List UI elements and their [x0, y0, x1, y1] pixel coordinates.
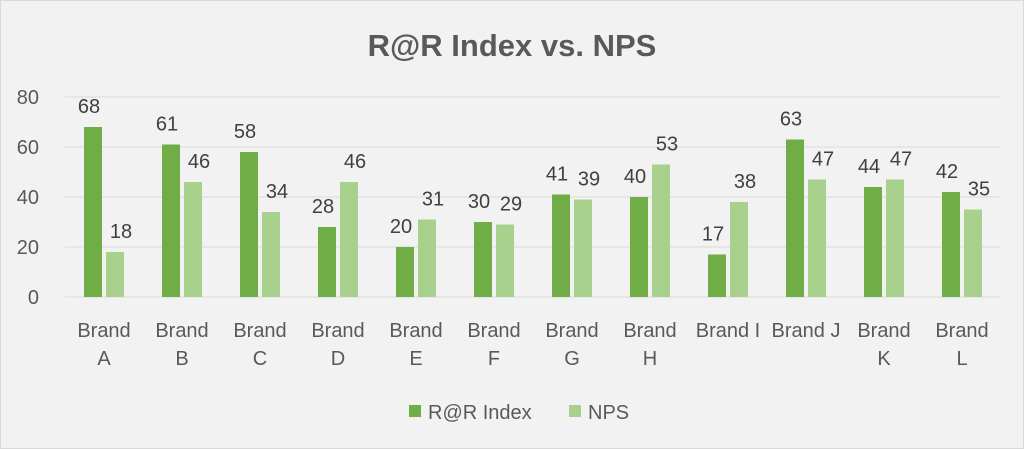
bar-rr-index	[864, 187, 882, 297]
x-category-label: Brand	[857, 320, 910, 342]
x-category-label: Brand	[311, 320, 364, 342]
bar-rr-index	[240, 152, 258, 297]
y-tick-label: 20	[17, 237, 39, 259]
data-label: 47	[890, 149, 912, 171]
x-category-label: L	[956, 348, 967, 370]
data-label: 17	[702, 224, 724, 246]
data-label: 28	[312, 196, 334, 218]
x-category-label: Brand I	[696, 320, 760, 342]
x-category-label: B	[175, 348, 188, 370]
chart-title: R@R Index vs. NPS	[368, 28, 657, 63]
bar-rr-index	[552, 194, 570, 297]
bar-nps	[496, 224, 514, 297]
x-category-label: H	[643, 348, 657, 370]
data-label: 31	[422, 189, 444, 211]
y-tick-label: 80	[17, 87, 39, 109]
data-label: 39	[578, 169, 600, 191]
bar-nps	[340, 182, 358, 297]
x-category-label: Brand	[623, 320, 676, 342]
bar-rr-index	[474, 222, 492, 297]
data-label: 42	[936, 161, 958, 183]
y-tick-label: 0	[28, 287, 39, 309]
x-category-label: Brand	[545, 320, 598, 342]
x-category-label: G	[564, 348, 580, 370]
data-label: 34	[266, 181, 288, 203]
bar-nps	[964, 209, 982, 297]
x-category-label: A	[97, 348, 111, 370]
data-label: 61	[156, 114, 178, 136]
y-tick-label: 60	[17, 137, 39, 159]
bar-rr-index	[396, 247, 414, 297]
data-label: 46	[188, 151, 210, 173]
x-category-label: Brand	[233, 320, 286, 342]
x-category-label: E	[409, 348, 422, 370]
bar-rr-index	[942, 192, 960, 297]
data-label: 18	[110, 221, 132, 243]
x-category-label: K	[877, 348, 891, 370]
legend: R@R Index NPS	[409, 402, 629, 424]
data-label: 47	[812, 149, 834, 171]
bar-nps	[262, 212, 280, 297]
data-label: 63	[780, 109, 802, 131]
x-category-label: Brand	[935, 320, 988, 342]
bar-nps	[106, 252, 124, 297]
y-tick-label: 40	[17, 187, 39, 209]
bar-rr-index	[318, 227, 336, 297]
data-label: 29	[500, 194, 522, 216]
y-axis: 0 20 40 60 80	[17, 87, 39, 309]
bar-rr-index	[162, 144, 180, 297]
bar-rr-index	[84, 127, 102, 297]
data-label: 68	[78, 96, 100, 118]
bar-nps	[886, 179, 904, 297]
data-label: 35	[968, 179, 990, 201]
x-category-label: Brand J	[772, 320, 841, 342]
bar-nps	[730, 202, 748, 297]
x-category-label: Brand	[467, 320, 520, 342]
legend-swatch	[409, 405, 421, 417]
data-label: 41	[546, 164, 568, 186]
data-label: 40	[624, 166, 646, 188]
data-label: 44	[858, 156, 880, 178]
legend-label: R@R Index	[428, 402, 532, 424]
x-category-label: Brand	[389, 320, 442, 342]
bar-rr-index	[786, 139, 804, 297]
bars	[84, 127, 982, 297]
x-axis-categories: Brand A Brand B Brand C Brand D Brand E Brand F Bran…	[77, 320, 988, 370]
legend-swatch	[569, 405, 581, 417]
data-label: 58	[234, 121, 256, 143]
data-label: 46	[344, 151, 366, 173]
bar-nps	[808, 179, 826, 297]
bar-nps	[418, 219, 436, 297]
data-label: 30	[468, 191, 490, 213]
legend-label: NPS	[588, 402, 629, 424]
x-category-label: Brand	[77, 320, 130, 342]
data-labels: 68 18 61 46 58 34 28 46 20 31 30 29 41 39 40 53 17 38 63 47…	[78, 96, 990, 246]
data-label: 38	[734, 171, 756, 193]
data-label: 20	[390, 216, 412, 238]
x-category-label: D	[331, 348, 345, 370]
x-category-label: C	[253, 348, 267, 370]
gridlines	[65, 96, 1001, 298]
bar-nps	[184, 182, 202, 297]
x-category-label: F	[488, 348, 500, 370]
bar-rr-index	[630, 197, 648, 297]
x-category-label: Brand	[155, 320, 208, 342]
bar-nps	[574, 199, 592, 297]
bar-nps	[652, 164, 670, 297]
bar-rr-index	[708, 254, 726, 297]
data-label: 53	[656, 134, 678, 156]
